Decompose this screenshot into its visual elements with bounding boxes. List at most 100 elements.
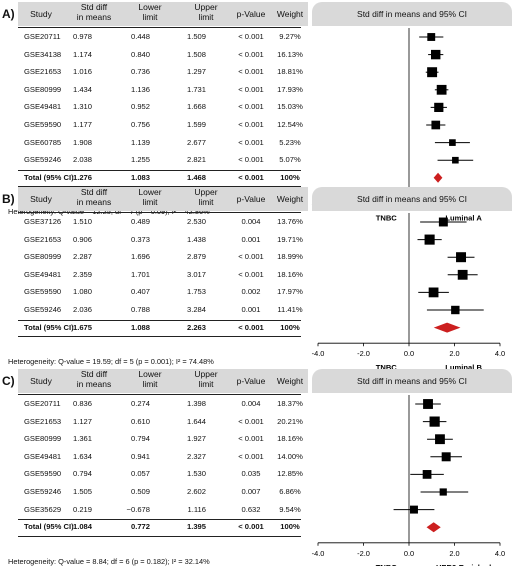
total-upper-limit-cell: 2.263 [186, 322, 206, 332]
total-upper-limit-cell: 1.395 [186, 522, 206, 532]
std-diff-cell: 0.219 [72, 504, 92, 514]
pooled-effect-diamond [433, 322, 461, 333]
std-diff-cell: 1.434 [72, 84, 92, 94]
forest-plot-area: -4.0 -2.0 0.0 2.0 4.0 TNBC Luminal B [310, 185, 507, 375]
header-p-value: p-Value [236, 376, 266, 386]
forest-plot-area: -4.0-2.00.02.04.0TNBCHER2-Enriched [310, 367, 507, 566]
total-p-value-cell: < 0.001 [238, 322, 264, 332]
study-name-cell: GSE59246 [24, 487, 62, 496]
upper-limit-cell: 1.530 [186, 469, 206, 479]
x-tick-label: -4.0 [312, 549, 325, 558]
effect-size-marker [457, 269, 468, 280]
study-name-cell: GSE59246 [24, 155, 62, 165]
upper-limit-cell: 2.602 [186, 487, 206, 496]
p-value-cell: < 0.001 [238, 252, 264, 262]
header-lower-limit: Lower limit [138, 2, 162, 22]
std-diff-cell: 1.908 [72, 137, 92, 147]
effect-size-marker [422, 470, 432, 479]
table-header-band [18, 2, 308, 26]
weight-cell: 5.07% [279, 155, 301, 165]
weight-cell: 9.54% [279, 504, 301, 514]
lower-limit-cell: −0.678 [126, 504, 150, 514]
total-upper-limit-cell: 1.468 [186, 172, 206, 182]
x-tick-label: 4.0 [495, 549, 505, 558]
study-name-cell: GSE35629 [24, 504, 62, 514]
study-name-cell: GSE49481 [24, 269, 62, 279]
std-diff-cell: 2.287 [72, 252, 92, 262]
header-plot-title: Std diff in means and 95% CI [357, 194, 467, 204]
forest-plot-svg: -4.0-2.00.02.04.0TNBCHER2-Enriched [312, 395, 505, 566]
lower-limit-cell: 0.794 [130, 434, 150, 444]
header-upper-limit: Upper limit [194, 187, 218, 207]
lower-limit-cell: 1.701 [130, 269, 150, 279]
study-name-cell: GSE20711 [24, 32, 61, 41]
effect-size-marker [410, 505, 418, 514]
lower-limit-cell: 0.057 [130, 469, 150, 479]
header-study: Study [30, 9, 52, 19]
x-tick-label: 0.0 [404, 549, 414, 558]
p-value-cell: 0.002 [241, 287, 261, 297]
study-name-cell: GSE59590 [24, 469, 62, 479]
study-name-cell: GSE21653 [24, 416, 62, 426]
effect-size-marker [428, 287, 439, 298]
heterogeneity-text: Heterogeneity: Q-value = 12.25; df = 7 (… [8, 207, 210, 217]
total-rule-bottom [18, 535, 301, 537]
upper-limit-cell: 2.821 [186, 155, 206, 165]
total-rule-top [18, 319, 301, 321]
lower-limit-cell: 0.373 [130, 234, 150, 244]
plot-header-band [312, 369, 512, 393]
total-weight-cell: 100% [280, 522, 300, 532]
lower-limit-cell: 1.696 [130, 252, 150, 262]
study-name-cell: GSE49481 [24, 451, 62, 461]
header-lower-limit: Lower limit [138, 187, 162, 207]
weight-cell: 18.16% [277, 269, 303, 279]
p-value-cell: < 0.001 [238, 49, 264, 59]
header-rule [18, 394, 301, 395]
p-value-cell: < 0.001 [238, 416, 264, 426]
total-study-name-cell: Total (95% CI) [24, 172, 74, 182]
std-diff-cell: 1.510 [72, 217, 92, 226]
header-p-value: p-Value [236, 194, 266, 204]
table-header-band [18, 187, 308, 211]
total-weight-cell: 100% [280, 322, 300, 332]
pooled-effect-diamond [433, 172, 443, 183]
total-lower-limit-cell: 0.772 [130, 522, 150, 532]
effect-size-marker [434, 102, 444, 113]
weight-cell: 20.21% [277, 416, 303, 426]
upper-limit-cell: 3.284 [186, 305, 206, 314]
pooled-effect-diamond [426, 522, 441, 533]
effect-size-marker [423, 399, 433, 409]
p-value-cell: 0.632 [241, 504, 261, 514]
lower-limit-cell: 0.509 [130, 487, 150, 496]
effect-size-marker [456, 252, 467, 263]
upper-limit-cell: 1.731 [186, 84, 206, 94]
weight-cell: 9.27% [279, 32, 301, 41]
effect-size-marker [436, 84, 447, 95]
effect-size-marker [449, 139, 456, 146]
p-value-cell: 0.004 [241, 399, 261, 408]
x-tick-label: 2.0 [449, 549, 459, 558]
study-name-cell: GSE34138 [24, 49, 62, 59]
study-name-cell: GSE21653 [24, 234, 62, 244]
left-favours-label: TNBC [376, 213, 398, 222]
upper-limit-cell: 1.927 [186, 434, 206, 444]
total-p-value-cell: < 0.001 [238, 522, 264, 532]
study-name-cell: GSE60785 [24, 137, 62, 147]
lower-limit-cell: 0.756 [130, 120, 150, 129]
right-favours-label: Luminal A [445, 213, 482, 222]
x-tick-label: -2.0 [357, 549, 370, 558]
weight-cell: 17.93% [277, 84, 303, 94]
total-lower-limit-cell: 1.083 [130, 172, 150, 182]
header-upper-limit: Upper limit [194, 2, 218, 22]
effect-size-marker [430, 49, 441, 60]
p-value-cell: 0.001 [241, 305, 261, 314]
study-name-cell: GSE59246 [24, 305, 62, 314]
effect-size-marker [441, 452, 451, 462]
lower-limit-cell: 0.788 [130, 305, 150, 314]
upper-limit-cell: 1.508 [186, 49, 206, 59]
total-lower-limit-cell: 1.088 [130, 322, 150, 332]
std-diff-cell: 1.080 [72, 287, 92, 297]
header-plot-title: Std diff in means and 95% CI [357, 9, 467, 19]
weight-cell: 18.16% [277, 434, 303, 444]
